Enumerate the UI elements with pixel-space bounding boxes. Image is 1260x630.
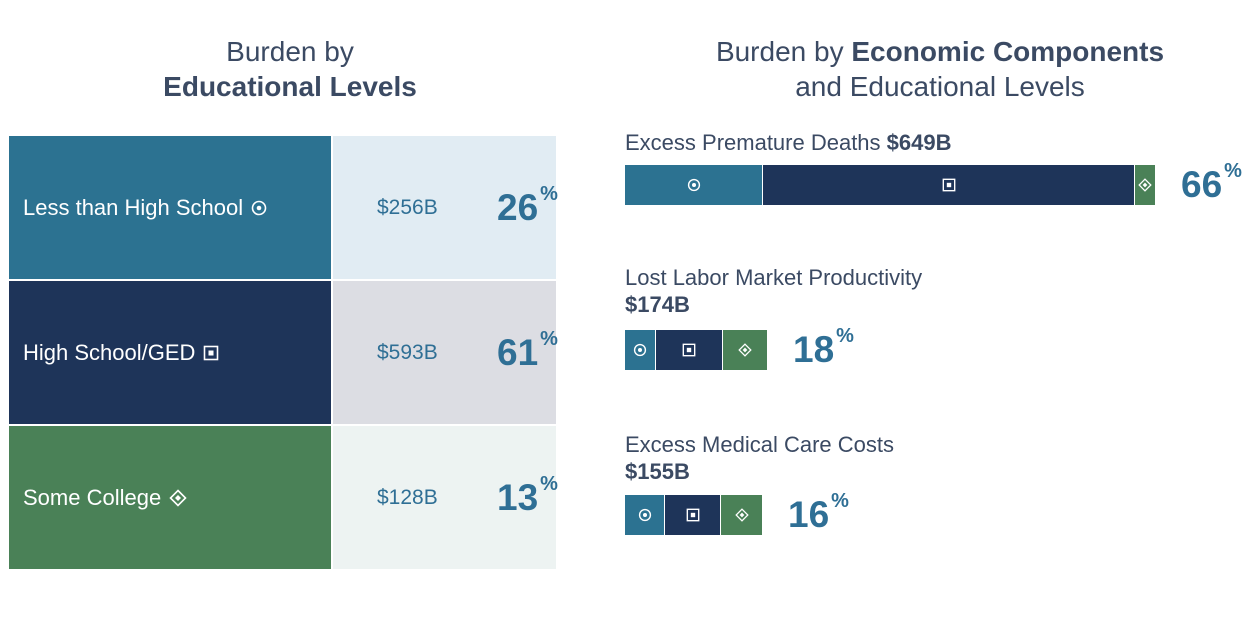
circle-dot-icon [633,343,647,357]
edu-label-cell: High School/GED [9,281,331,424]
right-title-pre: Burden by [715,36,852,67]
bar-segment [665,495,721,535]
edu-amount: $128B [377,485,438,509]
bar-segment [721,495,762,535]
stacked-bar [625,495,762,535]
edu-percent: 61% [497,327,558,373]
component-medical-costs: Excess Medical Care Costs $155B [625,431,894,485]
edu-label-cell: Less than High School [9,136,331,279]
left-chart-title: Burden by Educational Levels [10,34,570,104]
circle-dot-icon [251,200,267,216]
edu-percent: 13% [497,472,558,518]
diamond-dot-icon [738,343,752,357]
edu-label-text: Some College [23,484,162,510]
edu-label-text: Less than High School [23,194,244,220]
bar-segment [656,330,723,370]
table-row: Less than High School $256B 26% [9,136,558,279]
edu-amount: $593B [377,340,438,364]
circle-dot-icon [638,508,652,522]
component-label: Lost Labor Market Productivity $174B [625,265,923,317]
edu-label-text: High School/GED [23,339,196,365]
right-title-bold: Economic Components [851,36,1165,67]
left-title-line2: Educational Levels [163,71,417,102]
bar-row-premature-deaths: 66% [625,160,1242,206]
bar-segment [1135,165,1155,205]
stacked-bar [625,330,767,370]
right-title-line2: and Educational Levels [795,71,1085,102]
square-dot-icon [942,178,956,192]
right-chart-title: Burden by Economic Components and Educat… [620,34,1260,104]
square-dot-icon [682,343,696,357]
bar-segment [625,495,665,535]
bar-segment [763,165,1135,205]
component-label: Excess Medical Care Costs $155B [625,432,894,484]
bar-percent: 16% [788,490,849,535]
circle-dot-icon [687,178,701,192]
edu-percent: 26% [497,182,558,228]
edu-value-cell: $593B 61% [333,281,558,424]
bar-row-medical-costs: 16% [625,490,849,536]
edu-value-cell: $256B 26% [333,136,558,279]
table-row: High School/GED $593B 61% [9,281,558,424]
square-dot-icon [686,508,700,522]
bar-segment [723,330,767,370]
component-premature-deaths: Excess Premature Deaths $649B [625,129,952,156]
bar-percent: 66% [1181,160,1242,205]
bar-segment [625,165,763,205]
education-burden-table: Less than High School $256B 26% High Sch… [9,136,558,571]
bar-row-labor-productivity: 18% [625,325,854,371]
diamond-dot-icon [169,488,187,507]
table-row: Some College $128B 13% [9,426,558,569]
bar-segment [625,330,656,370]
edu-label-cell: Some College [9,426,331,569]
component-label: Excess Premature Deaths $649B [625,130,952,155]
left-title-line1: Burden by [226,36,354,67]
bar-percent: 18% [793,325,854,370]
edu-amount: $256B [377,195,438,219]
component-labor-productivity: Lost Labor Market Productivity $174B [625,264,922,318]
diamond-dot-icon [1138,178,1152,192]
diamond-dot-icon [734,508,749,522]
edu-value-cell: $128B 13% [333,426,558,569]
stacked-bar [625,165,1155,205]
square-dot-icon [203,345,219,361]
